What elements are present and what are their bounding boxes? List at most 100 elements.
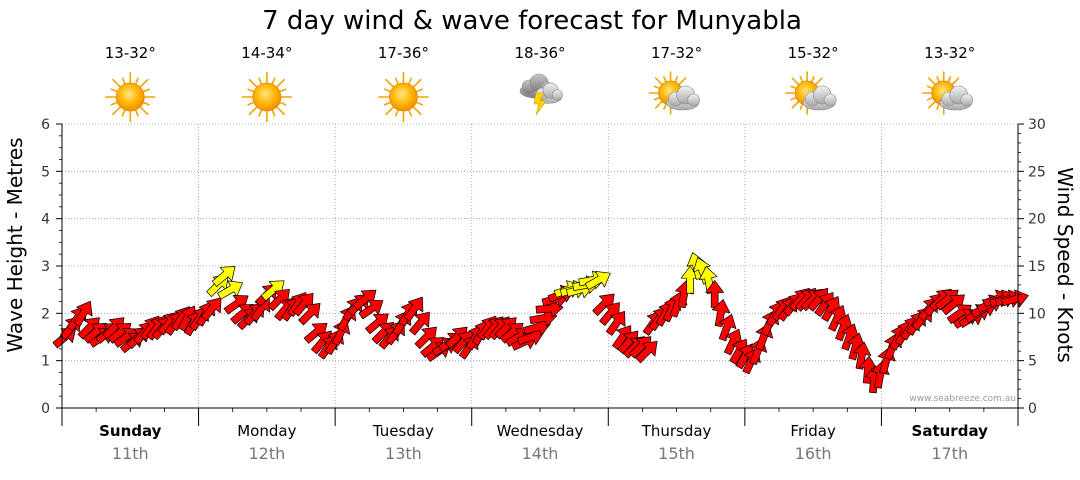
day-label-wednesday: Wednesday (497, 422, 584, 440)
wind-arrow (223, 295, 249, 315)
wind-arrow (718, 313, 737, 342)
wind-arrow (529, 308, 558, 327)
sun-ray (811, 76, 815, 83)
wind-arrow (292, 292, 314, 317)
wind-arrow (414, 326, 437, 350)
sun-ray (674, 76, 679, 83)
left-tick-label: 5 (41, 164, 50, 180)
day-date-tuesday: 13th (385, 444, 422, 463)
sun-ray (653, 97, 660, 101)
partly-cloudy-icon (785, 71, 837, 115)
sun-ray (258, 109, 263, 117)
sun-ray (248, 106, 258, 116)
left-axis: 0 1 2 3 4 5 6 (41, 117, 63, 417)
day-label-thursday: Thursday (641, 422, 712, 440)
left-tick-label: 4 (41, 212, 50, 228)
sun-ray (135, 77, 139, 85)
sun-ray (815, 77, 823, 85)
wind-arrow (211, 266, 236, 287)
day-date-thursday: 15th (658, 444, 695, 463)
sun-ray (408, 77, 412, 85)
wind-arrow (828, 305, 847, 332)
sun-ray (121, 109, 126, 117)
sun-ray (416, 101, 423, 106)
partly-cloudy-icon (648, 71, 700, 115)
sun-ray (112, 106, 121, 116)
sun-ray (663, 76, 667, 83)
sun-ray (951, 77, 960, 85)
sun-ray (653, 85, 660, 89)
wind-arrow (409, 311, 430, 336)
sun-ray (936, 103, 940, 110)
wind-arrow (605, 310, 626, 336)
wind-arrow (723, 328, 743, 356)
sun-ray (247, 88, 255, 93)
sun-ray (928, 101, 936, 109)
wind-arrows (52, 252, 1029, 394)
sun-ray (279, 88, 287, 93)
sun-ray (394, 77, 399, 85)
sun-disc (252, 82, 282, 112)
left-tick-label: 3 (41, 259, 50, 275)
sun-ray (383, 101, 391, 106)
wind-arrow (303, 322, 328, 344)
sun-ray (110, 101, 118, 106)
right-tick-label: 25 (1028, 164, 1046, 180)
sun-ray (413, 106, 422, 116)
sun-ray (790, 97, 797, 101)
wind-arrow (298, 303, 321, 326)
right-tick-label: 5 (1028, 354, 1037, 370)
sun-ray (276, 78, 285, 88)
sun-ray (654, 77, 663, 85)
day-date-friday: 16th (795, 444, 832, 463)
wind-arrow (267, 288, 290, 312)
wind-arrow (260, 280, 285, 302)
wind-arrow (821, 296, 841, 322)
sun-ray (248, 78, 258, 88)
sun-ray (928, 77, 936, 85)
right-tick-label: 30 (1028, 117, 1046, 133)
sun-ray (663, 103, 667, 110)
y-axis-label-left: Wave Height - Metres (3, 137, 27, 352)
day-label-monday: Monday (237, 422, 296, 440)
temp-label-wednesday: 18-36° (514, 44, 565, 62)
temp-label-friday: 15-32° (788, 44, 839, 62)
sun-ray (936, 76, 940, 83)
wind-arrow (599, 302, 620, 326)
sun-ray (791, 77, 800, 85)
sun-ray (271, 109, 276, 117)
sun-ray (413, 78, 422, 88)
day-label-friday: Friday (790, 422, 836, 440)
lightning-bolt (533, 92, 547, 116)
day-date-saturday: 17th (931, 444, 968, 463)
day-date-monday: 12th (248, 444, 285, 463)
sun-ray (139, 106, 149, 116)
wind-arrow (941, 294, 965, 316)
wind-arrow (352, 289, 377, 311)
sun-icon (378, 71, 429, 123)
wind-arrow (1001, 289, 1029, 308)
wind-arrow (711, 299, 731, 328)
sun-ray (383, 88, 391, 93)
temp-label-sunday: 13-32° (105, 44, 156, 62)
sun-ray (247, 101, 255, 106)
wind-arrow (365, 313, 389, 335)
temp-label-tuesday: 17-36° (378, 44, 429, 62)
day-label-saturday: Saturday (912, 422, 989, 440)
day-header: 13-32° 14-34° 17-36° 18-36° 17-32° 15-32° 13-3… (105, 44, 975, 123)
sun-ray (678, 77, 687, 85)
sun-ray (654, 101, 663, 109)
day-label-sunday: Sunday (99, 422, 162, 440)
cloud-shape (802, 85, 837, 111)
right-axis: 0 5 10 15 20 25 30 (1017, 117, 1046, 417)
sun-ray (799, 76, 804, 83)
sun-ray (279, 101, 287, 106)
sun-ray (139, 78, 149, 88)
wind-arrow (358, 299, 384, 320)
day-date-sunday: 11th (112, 444, 149, 463)
grid-lines (62, 123, 1018, 408)
right-tick-label: 10 (1028, 306, 1046, 322)
day-date-wednesday: 14th (522, 444, 559, 463)
sun-ray (799, 103, 804, 110)
